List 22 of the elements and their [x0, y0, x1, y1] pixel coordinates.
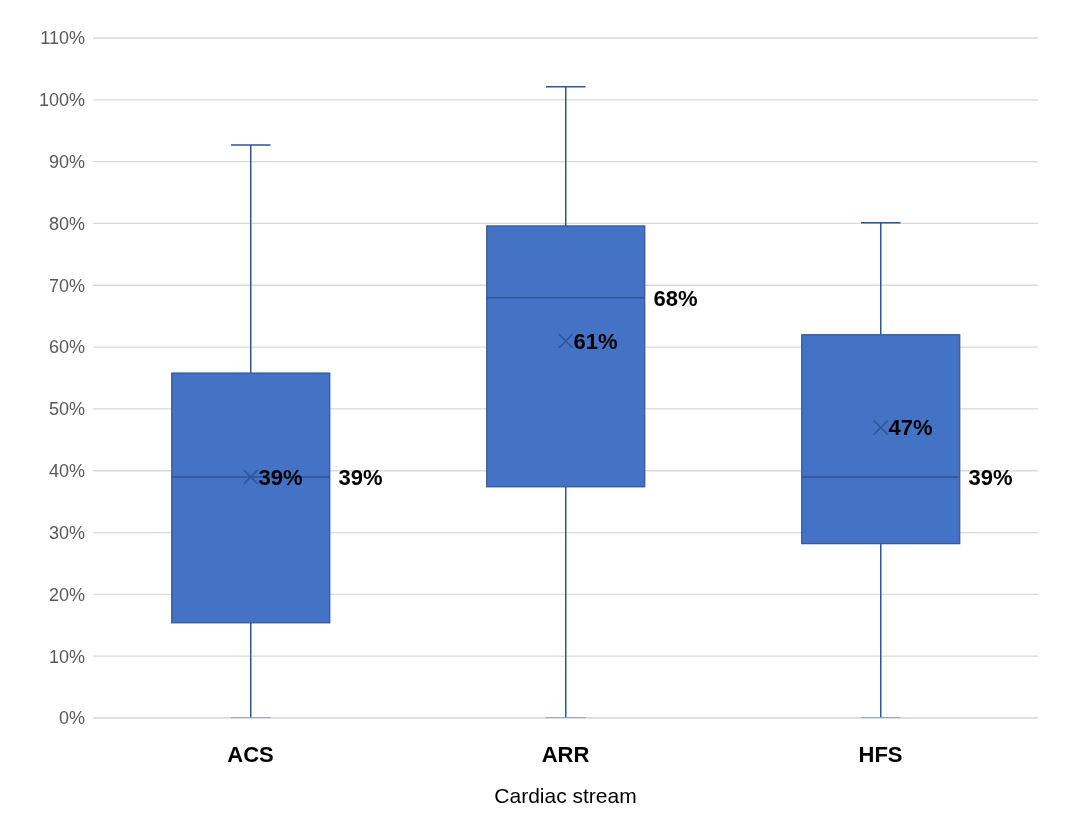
annotation: 47% — [888, 415, 933, 441]
x-tick-label: ACS — [227, 741, 274, 767]
annotation: 39% — [968, 464, 1013, 490]
y-tick-label: 90% — [48, 152, 85, 173]
x-axis-title: Cardiac stream — [494, 784, 637, 807]
y-tick-label: 60% — [48, 337, 85, 358]
y-tick-label: 0% — [58, 708, 85, 729]
x-tick-label: HFS — [858, 741, 903, 767]
y-tick-label: 100% — [38, 90, 85, 111]
annotation: 61% — [573, 328, 618, 354]
y-tick-label: 50% — [48, 399, 85, 420]
y-tick-label: 30% — [48, 522, 85, 543]
annotation: 39% — [338, 464, 383, 490]
annotation: 68% — [653, 285, 698, 311]
y-tick-label: 40% — [48, 461, 85, 482]
y-tick-label: 10% — [48, 646, 85, 667]
y-tick-label: 20% — [48, 584, 85, 605]
x-tick-label: ARR — [541, 741, 590, 767]
y-tick-label: 110% — [40, 28, 85, 49]
y-tick-label: 70% — [48, 275, 85, 296]
annotation: 39% — [258, 464, 303, 490]
y-tick-label: 80% — [48, 213, 85, 234]
